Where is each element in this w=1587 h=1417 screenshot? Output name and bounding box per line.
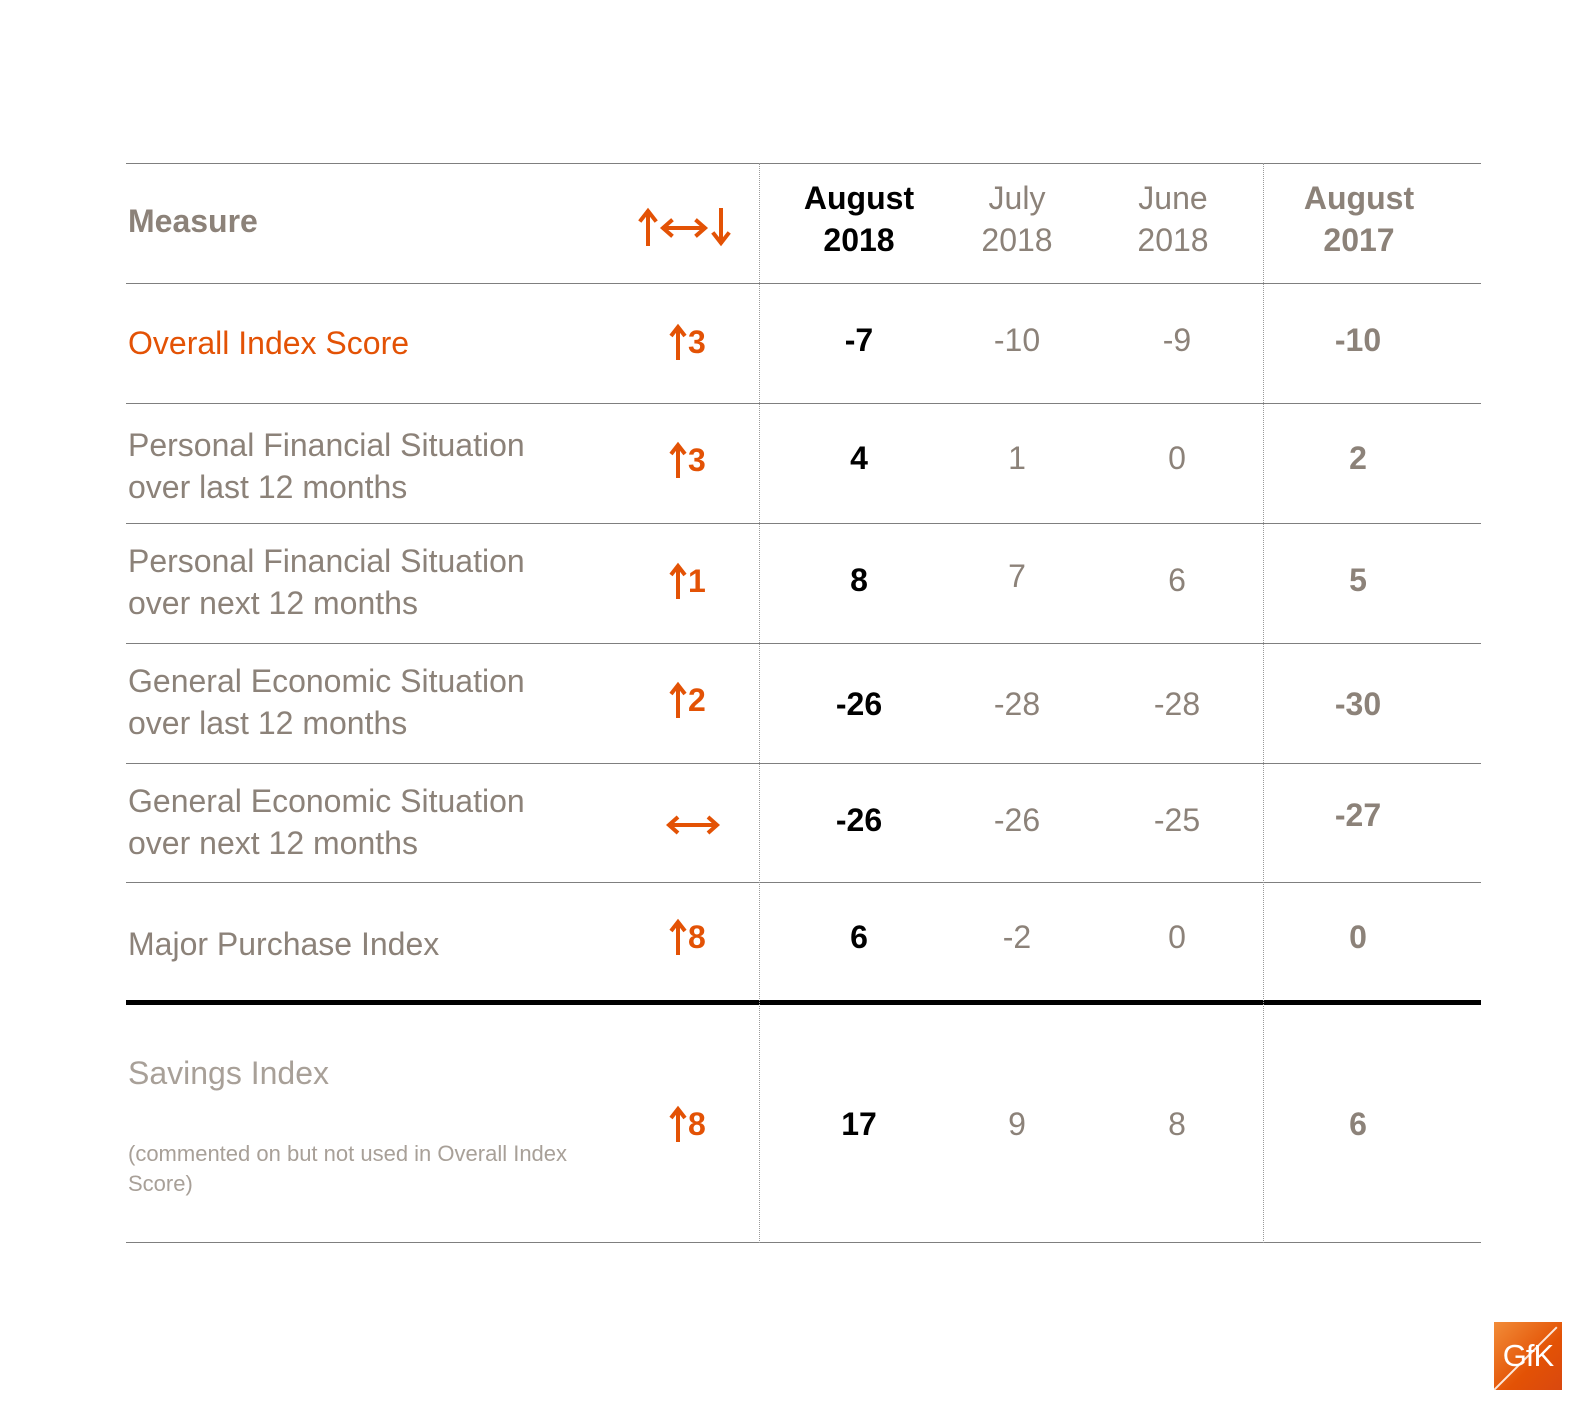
column-header-august-2017: August 2017 [1303,180,1415,258]
value-cell: 6 [1168,562,1186,598]
value-cell: -26 [835,802,883,838]
value-cell: 1 [1008,440,1026,476]
value-cell: 2 [1349,440,1367,476]
change-indicator: 3 [668,322,706,362]
column-separator [759,163,760,1243]
value-cell: -2 [1002,919,1032,955]
value-cell: 7 [1008,558,1026,594]
row-label-major-purchase: Major Purchase Index [128,926,440,962]
row-divider [126,523,1481,524]
value-cell: -28 [993,686,1041,722]
up-arrow-icon [668,322,688,362]
value-cell: 0 [1168,919,1186,955]
value-cell: 9 [1008,1106,1026,1142]
up-arrow-icon [668,1104,688,1144]
change-indicator: 2 [668,680,706,720]
up-arrow-icon [668,561,688,601]
value-cell: 0 [1349,919,1367,955]
column-separator [1263,163,1264,1243]
row-label-personal-financial-last: Personal Financial Situation over last 12… [128,427,525,505]
up-arrow-icon [668,680,688,720]
measure-header: Measure [128,203,258,239]
value-cell: -26 [993,802,1041,838]
row-divider [126,882,1481,883]
change-indicator: 8 [668,917,706,957]
table-bottom-rule [126,1242,1481,1243]
row-label-general-economic-next: General Economic Situation over next 12 m… [128,783,525,861]
value-cell: -10 [993,322,1041,358]
value-cell: 4 [850,440,868,476]
row-divider [126,763,1481,764]
up-sideways-down-arrows-icon [638,206,734,253]
row-divider [126,403,1481,404]
row-label-overall-index-score: Overall Index Score [128,325,410,361]
change-indicator: 3 [668,440,706,480]
value-cell: 17 [841,1106,877,1142]
row-label-savings-index: Savings Index [128,1055,330,1091]
up-arrow-icon [668,440,688,480]
value-cell: -26 [835,686,883,722]
savings-separator-rule [126,1000,1481,1005]
column-header-july-2018: July 2018 [981,180,1053,258]
change-indicator [666,812,720,838]
column-header-june-2018: June 2018 [1137,180,1209,258]
value-cell: -25 [1153,802,1201,838]
column-header-august-2018: August 2018 [803,180,915,258]
value-cell: 6 [1349,1106,1367,1142]
change-indicator: 8 [668,1104,706,1144]
value-cell: -10 [1334,322,1382,358]
value-cell: -9 [1162,322,1192,358]
value-cell: 0 [1168,440,1186,476]
value-cell: -30 [1334,686,1382,722]
value-cell: 5 [1349,562,1367,598]
value-cell: -28 [1153,686,1201,722]
value-cell: 8 [850,562,868,598]
row-label-personal-financial-next: Personal Financial Situation over next 12… [128,543,525,621]
value-cell: -7 [844,322,874,358]
change-indicator: 1 [668,561,706,601]
table-top-rule [126,163,1481,164]
value-cell: -27 [1334,797,1382,833]
row-label-general-economic-last: General Economic Situation over last 12 m… [128,663,525,741]
value-cell: 8 [1168,1106,1186,1142]
gfk-logo: GfK [1494,1322,1562,1390]
up-arrow-icon [668,917,688,957]
value-cell: 6 [850,919,868,955]
savings-index-note: (commented on but not used in Overall In… [128,1141,568,1196]
header-bottom-rule [126,283,1481,284]
sideways-arrow-icon [666,812,720,838]
row-divider [126,643,1481,644]
